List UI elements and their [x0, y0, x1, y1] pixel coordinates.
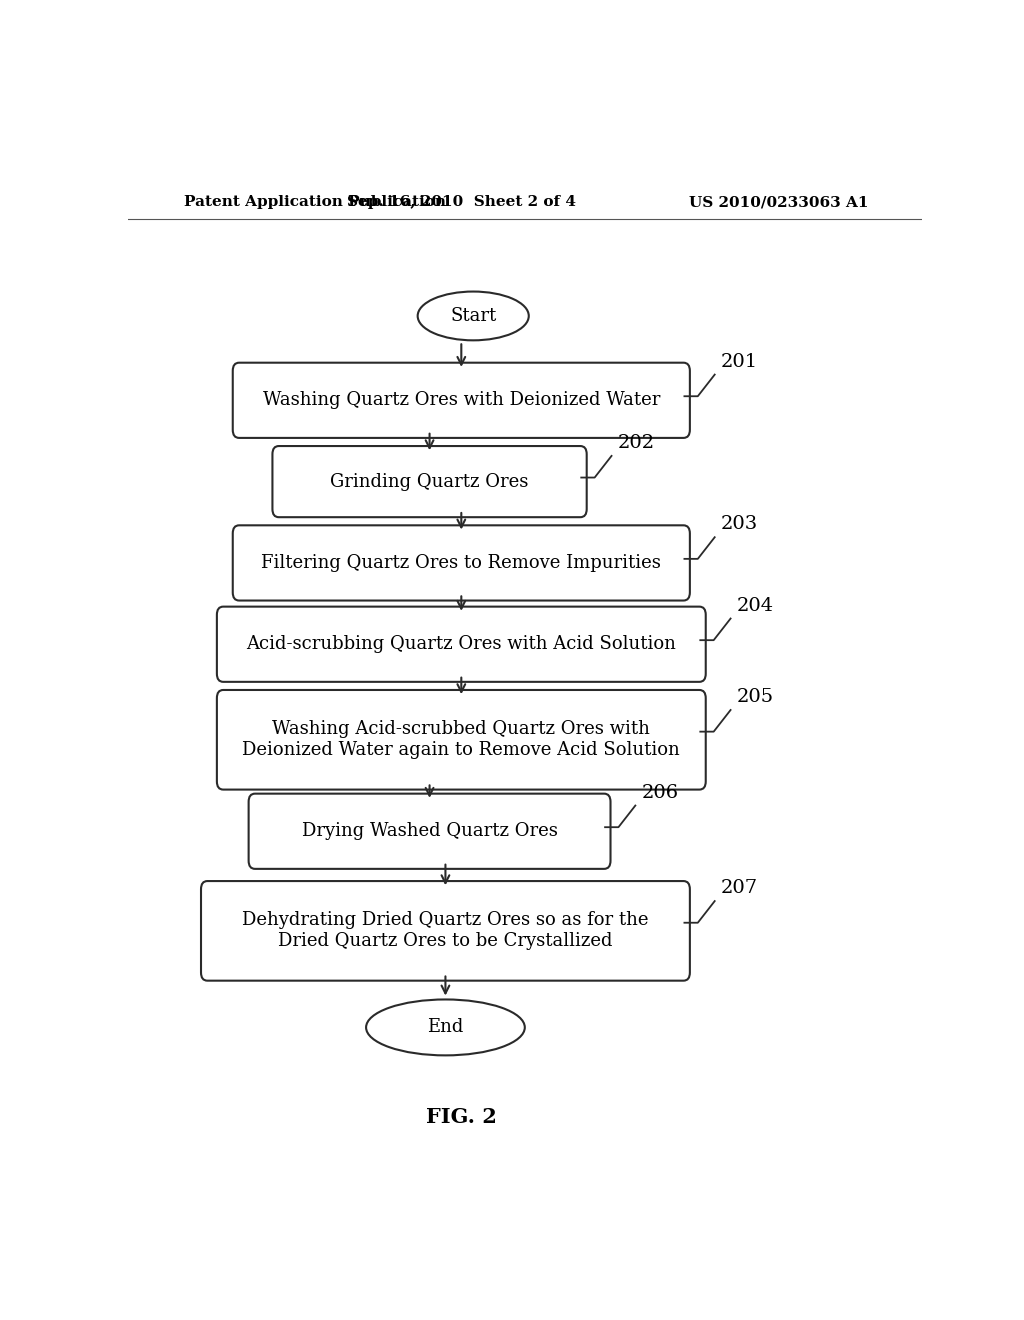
- Text: 207: 207: [721, 879, 758, 898]
- Text: 202: 202: [617, 434, 654, 453]
- Text: Start: Start: [451, 308, 497, 325]
- Ellipse shape: [418, 292, 528, 341]
- Text: 205: 205: [736, 688, 774, 706]
- Text: End: End: [427, 1019, 464, 1036]
- Text: Drying Washed Quartz Ores: Drying Washed Quartz Ores: [302, 822, 557, 841]
- FancyBboxPatch shape: [232, 525, 690, 601]
- Text: 204: 204: [736, 597, 774, 615]
- Text: 203: 203: [721, 515, 758, 533]
- Ellipse shape: [367, 999, 525, 1056]
- FancyBboxPatch shape: [232, 363, 690, 438]
- FancyBboxPatch shape: [217, 690, 706, 789]
- FancyBboxPatch shape: [272, 446, 587, 517]
- Text: Acid-scrubbing Quartz Ores with Acid Solution: Acid-scrubbing Quartz Ores with Acid Sol…: [247, 635, 676, 653]
- Text: Dehydrating Dried Quartz Ores so as for the
Dried Quartz Ores to be Crystallized: Dehydrating Dried Quartz Ores so as for …: [243, 912, 648, 950]
- Text: FIG. 2: FIG. 2: [426, 1107, 497, 1127]
- Text: 206: 206: [641, 784, 679, 801]
- Text: US 2010/0233063 A1: US 2010/0233063 A1: [689, 195, 868, 209]
- FancyBboxPatch shape: [249, 793, 610, 869]
- Text: Sep. 16, 2010  Sheet 2 of 4: Sep. 16, 2010 Sheet 2 of 4: [347, 195, 575, 209]
- Text: 201: 201: [721, 352, 758, 371]
- Text: Washing Quartz Ores with Deionized Water: Washing Quartz Ores with Deionized Water: [262, 391, 660, 409]
- Text: Washing Acid-scrubbed Quartz Ores with
Deionized Water again to Remove Acid Solu: Washing Acid-scrubbed Quartz Ores with D…: [243, 721, 680, 759]
- FancyBboxPatch shape: [201, 880, 690, 981]
- Text: Filtering Quartz Ores to Remove Impurities: Filtering Quartz Ores to Remove Impuriti…: [261, 554, 662, 572]
- Text: Grinding Quartz Ores: Grinding Quartz Ores: [331, 473, 528, 491]
- FancyBboxPatch shape: [217, 607, 706, 682]
- Text: Patent Application Publication: Patent Application Publication: [183, 195, 445, 209]
